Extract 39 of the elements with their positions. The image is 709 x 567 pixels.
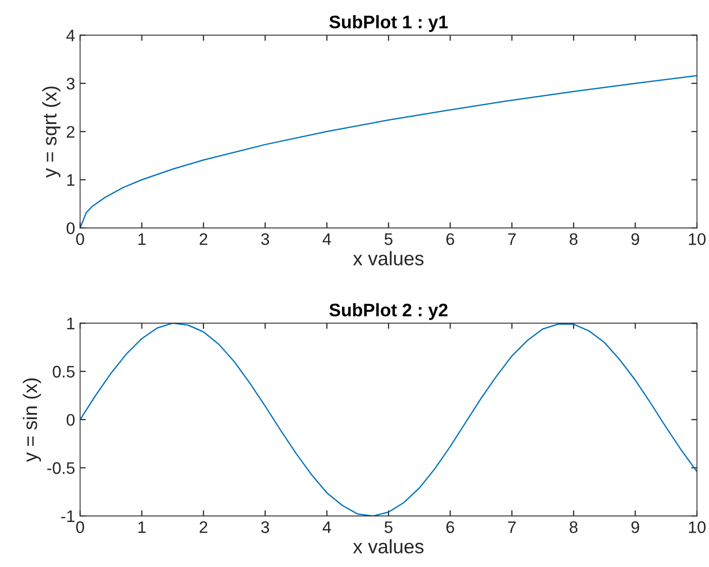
y-tick-label: 0.5: [52, 366, 75, 378]
x-tick-label: 0: [76, 521, 84, 534]
x-tick-label: 5: [384, 233, 392, 246]
line-series: [80, 323, 697, 516]
x-tick-label: 4: [322, 233, 331, 245]
y-tick-label: 4: [66, 30, 75, 42]
y-tick-label: -0.5: [47, 462, 75, 474]
x-tick-label: 10: [688, 521, 706, 534]
y-tick-label: -1: [61, 510, 74, 522]
x-tick-label: 8: [570, 521, 578, 534]
x-tick-label: 1: [138, 521, 146, 533]
x-tick-label: 3: [261, 521, 270, 534]
x-tick-label: 10: [688, 233, 706, 246]
x-tick-label: 8: [570, 233, 578, 246]
x-tick-label: 7: [508, 233, 516, 245]
y-tick-label: 2: [66, 126, 74, 138]
chart-title: SubPlot 1 : y1: [329, 15, 448, 32]
y-tick-label: 0: [66, 414, 75, 426]
y-axis-title: y = sqrt (x): [42, 86, 60, 178]
x-tick-label: 9: [631, 233, 640, 246]
x-tick-label: 2: [200, 233, 208, 245]
x-tick-label: 6: [446, 521, 454, 534]
x-tick-label: 9: [631, 521, 640, 534]
x-tick-label: 2: [200, 521, 208, 533]
y-tick-label: 3: [66, 78, 75, 90]
x-tick-label: 1: [138, 233, 146, 245]
x-tick-label: 7: [508, 521, 516, 533]
x-tick-label: 6: [446, 233, 454, 246]
x-axis-title: x values: [353, 539, 424, 554]
x-axis-title: x values: [353, 251, 424, 266]
x-tick-label: 3: [261, 233, 270, 246]
x-tick-label: 4: [322, 521, 331, 533]
y-axis-title: y = sin (x): [22, 378, 41, 462]
x-tick-label: 0: [76, 233, 84, 246]
y-tick-label: 1: [67, 174, 74, 186]
chart-title: SubPlot 2 : y2: [329, 303, 448, 320]
y-tick-label: 0: [66, 222, 75, 234]
y-tick-label: 1: [67, 318, 74, 330]
x-tick-label: 5: [384, 521, 392, 534]
